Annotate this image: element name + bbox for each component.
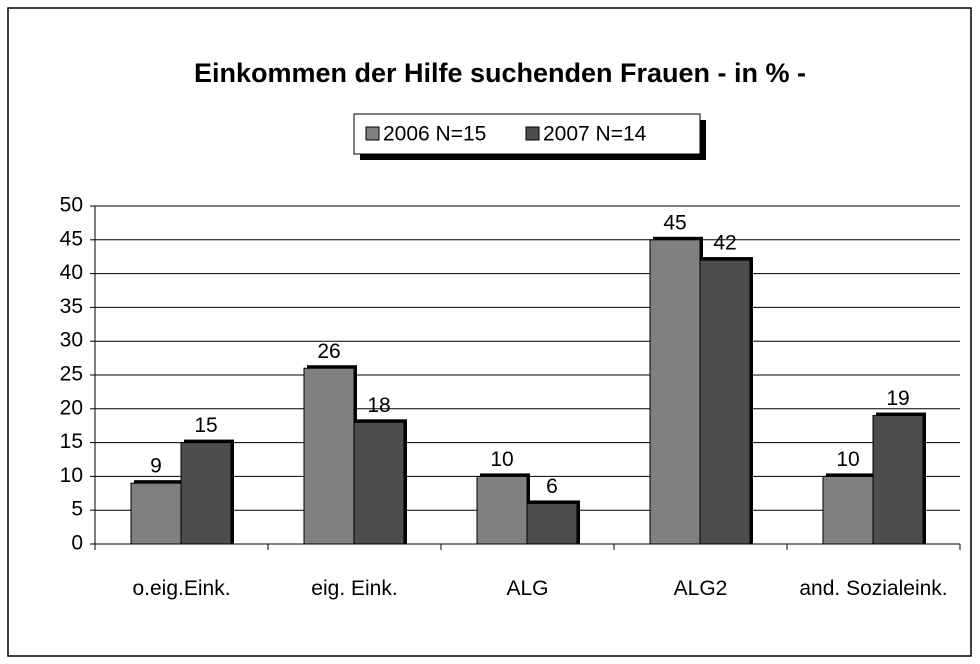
data-label: 9 [150,455,162,478]
y-tick-label: 0 [71,532,83,555]
y-tick-label: 15 [60,430,83,453]
y-tick-label: 35 [60,295,83,318]
data-label: 19 [886,387,909,410]
y-tick-label: 50 [60,194,83,217]
bar [822,475,874,545]
data-label: 42 [713,232,736,255]
data-label: 45 [663,211,686,234]
bar [526,502,578,545]
y-tick-label: 40 [60,261,83,284]
y-tick-label: 20 [60,396,83,419]
x-tick-label: ALG2 [673,577,728,600]
y-tick-label: 5 [71,498,83,521]
bar [130,482,182,545]
chart-title: Einkommen der Hilfe suchenden Frauen - i… [194,58,806,88]
bar [872,415,924,545]
bar [649,239,701,545]
data-label: 26 [317,340,340,363]
x-tick-label: o.eig.Eink. [132,577,231,600]
bar [353,421,405,545]
y-tick-label: 10 [60,464,83,487]
x-tick-label: eig. Eink. [311,577,398,600]
bar [303,367,355,545]
data-label: 6 [546,475,558,498]
y-tick-label: 30 [60,329,83,352]
x-tick-label: ALG [506,577,549,600]
bar [476,475,528,545]
data-label: 10 [836,448,859,471]
legend-swatch [525,126,540,141]
x-tick-label: and. Sozialeink. [799,577,948,600]
bar [699,259,751,545]
y-tick-label: 25 [60,363,83,386]
data-label: 15 [194,414,217,437]
legend-label: 2007 N=14 [543,123,647,146]
chart-border [7,7,972,657]
legend-label: 2006 N=15 [383,123,486,146]
bar [180,442,232,545]
data-label: 10 [490,448,513,471]
y-tick-label: 45 [60,227,83,250]
legend-swatch [365,126,380,141]
data-label: 18 [367,394,390,417]
